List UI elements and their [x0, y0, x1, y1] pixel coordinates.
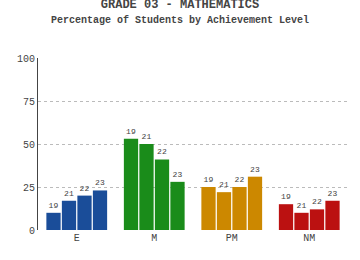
- svg-text:25: 25: [23, 183, 35, 194]
- svg-text:19: 19: [126, 127, 136, 136]
- svg-text:23: 23: [95, 178, 105, 187]
- svg-text:21: 21: [297, 201, 307, 210]
- svg-text:0: 0: [29, 226, 35, 237]
- svg-text:GRADE 03 - MATHEMATICSPercenta: GRADE 03 - MATHEMATICSPercentage of Stud…: [51, 0, 309, 26]
- svg-text:50: 50: [23, 140, 35, 151]
- svg-text:23: 23: [328, 189, 338, 198]
- svg-text:100: 100: [17, 54, 35, 65]
- svg-text:NM: NM: [303, 233, 315, 244]
- svg-text:21: 21: [64, 189, 74, 198]
- svg-text:23: 23: [173, 170, 183, 179]
- svg-text:22: 22: [80, 184, 90, 193]
- svg-text:75: 75: [23, 97, 35, 108]
- svg-text:22: 22: [312, 197, 322, 206]
- svg-text:PM: PM: [226, 233, 238, 244]
- svg-text:22: 22: [235, 175, 245, 184]
- svg-text:23: 23: [250, 165, 260, 174]
- svg-text:E: E: [74, 233, 80, 244]
- svg-text:19: 19: [281, 192, 291, 201]
- svg-text:22: 22: [157, 147, 167, 156]
- svg-text:19: 19: [204, 175, 214, 184]
- svg-text:21: 21: [142, 132, 152, 141]
- svg-text:19: 19: [49, 201, 59, 210]
- svg-text:M: M: [151, 233, 157, 244]
- svg-text:21: 21: [219, 180, 229, 189]
